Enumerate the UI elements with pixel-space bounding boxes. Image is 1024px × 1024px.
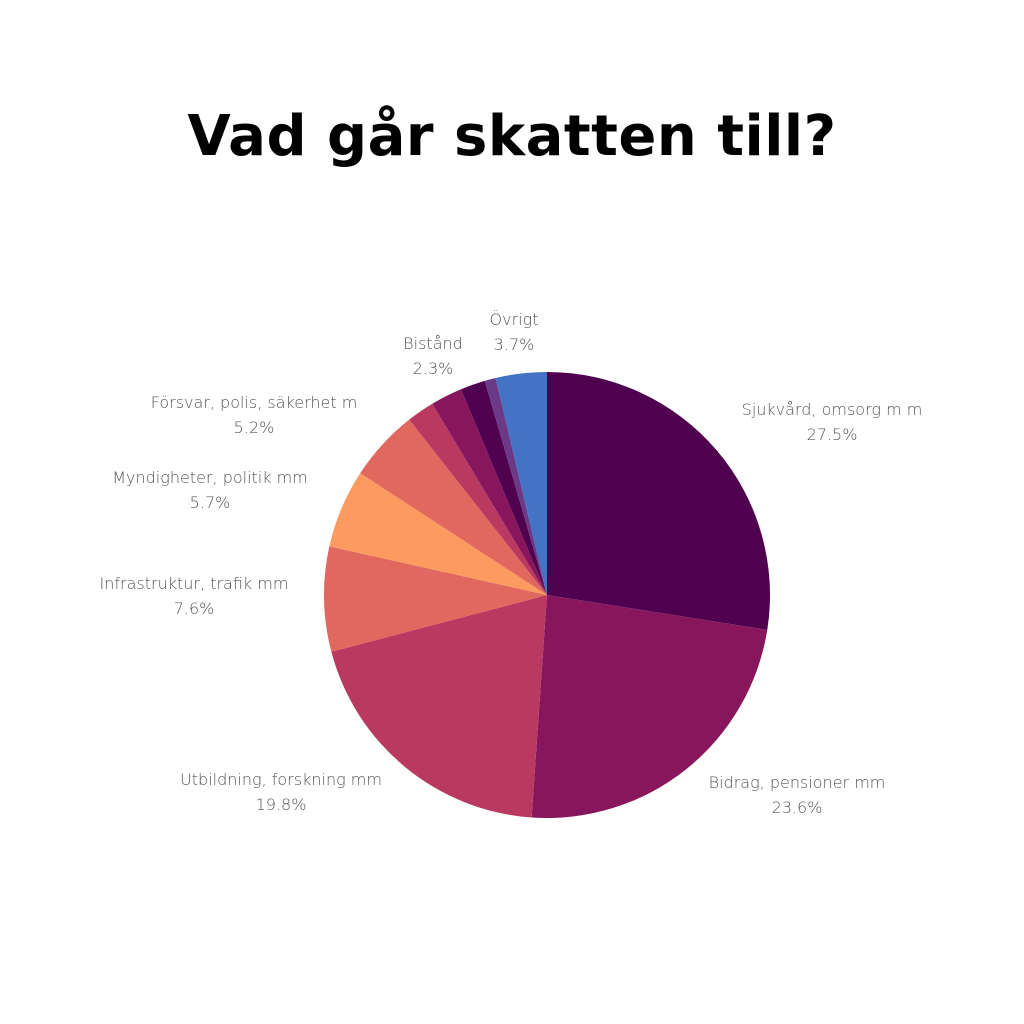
pie-slice	[495, 372, 547, 595]
pie-slice	[360, 419, 547, 595]
slice-value-label: 27.5%	[807, 425, 858, 444]
chart-title: Vad går skatten till?	[187, 104, 837, 169]
pie-labels: Sjukvård, omsorg m m 27.5% Bidrag, pension…	[100, 310, 923, 817]
slice-value-label: 5.7%	[190, 493, 231, 512]
pie-slice	[461, 380, 547, 595]
slice-label: Övrigt	[490, 310, 539, 329]
pie-slice	[547, 372, 770, 630]
slice-label: Bistånd	[403, 334, 463, 353]
slice-label: Sjukvård, omsorg m m	[742, 400, 923, 419]
slice-value-label: 5.2%	[234, 418, 275, 437]
pie-slices	[324, 372, 770, 819]
pie-slice	[484, 378, 547, 595]
slice-label: Försvar, polis, säkerhet m	[151, 393, 358, 412]
pie-slice	[409, 403, 547, 595]
slice-label: Bidrag, pensioner mm	[709, 773, 886, 792]
slice-value-label: 19.8%	[256, 795, 307, 814]
slice-label: Myndigheter, politik mm	[112, 468, 308, 487]
pie-slice	[432, 389, 547, 595]
slice-value-label: 7.6%	[174, 599, 215, 618]
pie-slice	[324, 546, 547, 652]
pie-slice	[531, 595, 768, 819]
slice-value-label: 2.3%	[413, 359, 454, 378]
slice-value-label: 3.7%	[494, 335, 535, 354]
slice-value-label: 23.6%	[772, 798, 823, 817]
pie-slice	[331, 595, 547, 818]
slice-label: Utbildning, forskning mm	[180, 770, 382, 789]
slice-label: Infrastruktur, trafik mm	[100, 574, 289, 593]
pie-slice	[329, 473, 547, 595]
